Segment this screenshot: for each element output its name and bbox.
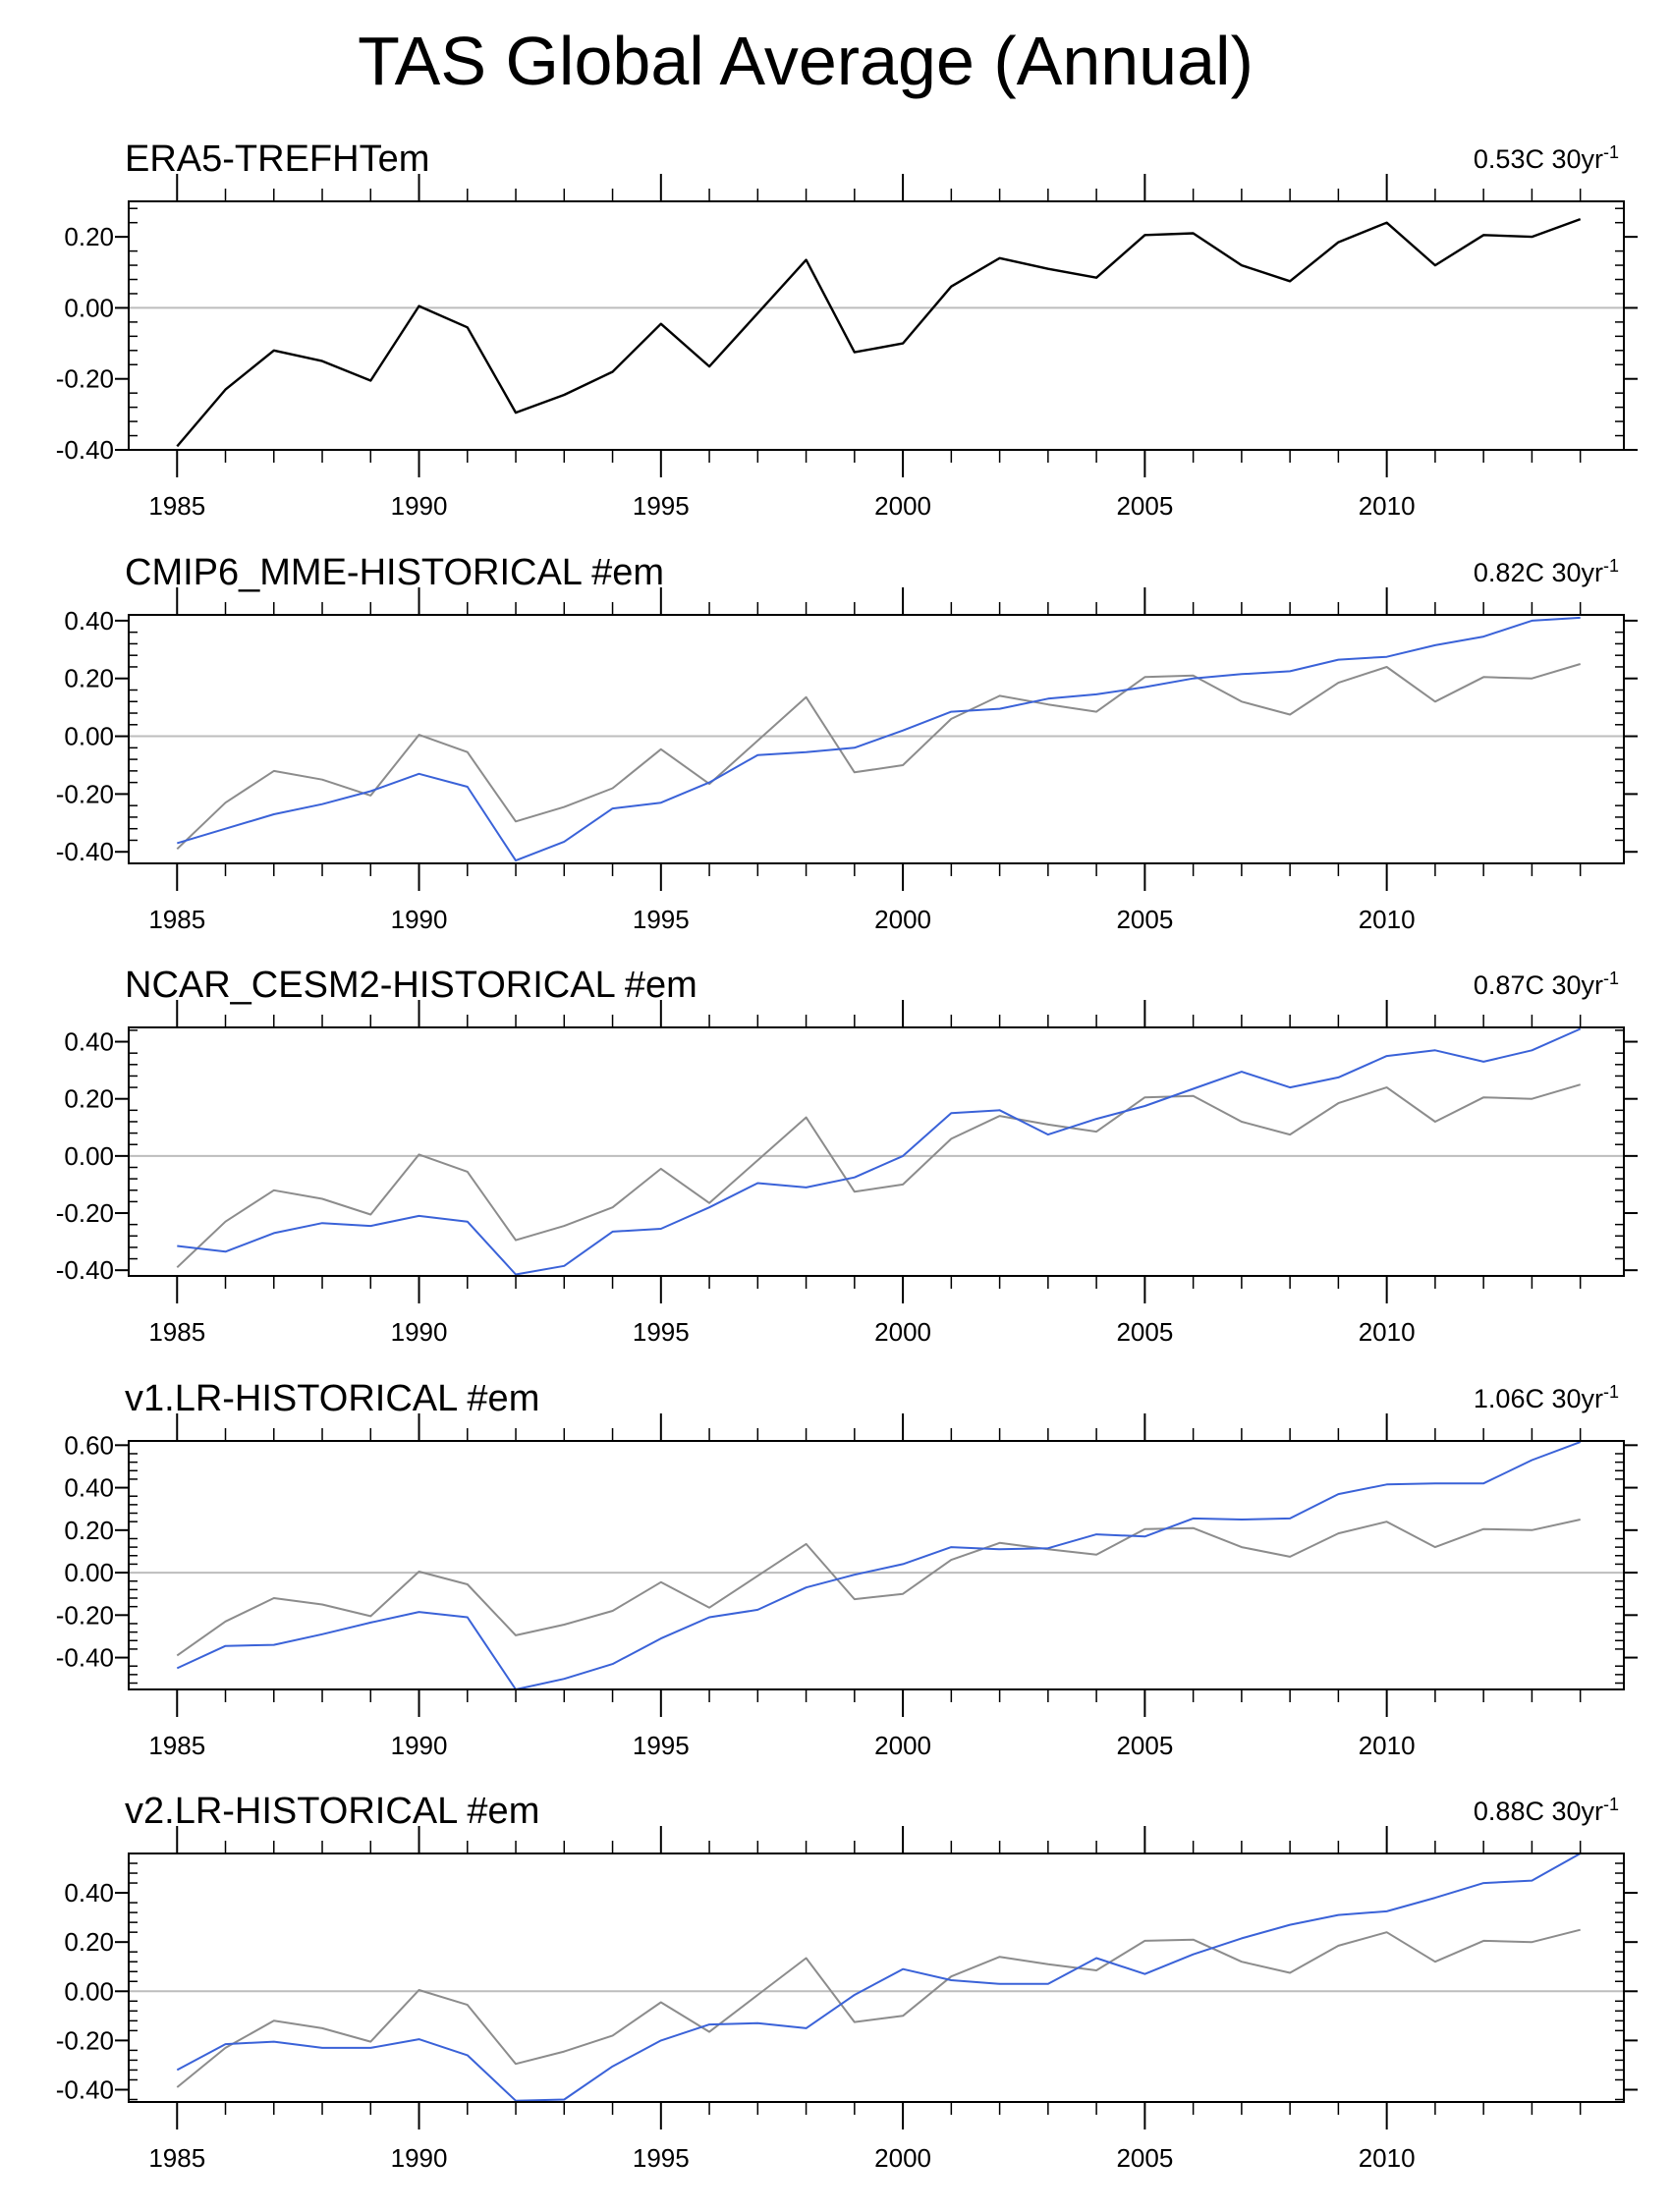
panel-4: v1.LR-HISTORICAL #em 1.06C 30yr-1 -0.40 -0.… bbox=[56, 1378, 1638, 1760]
series-line-model bbox=[177, 1027, 1582, 1276]
series-line-model bbox=[176, 1853, 1582, 2102]
trend-label: 0.88C 30yr-1 bbox=[1474, 1795, 1619, 1826]
panel-1: ERA5-TREFHTem 0.53C 30yr-1 -0.40 -0.20 0.00 0… bbox=[56, 138, 1638, 521]
x-tick-label: 1990 bbox=[391, 1317, 448, 1347]
panel-title: CMIP6_MME-HISTORICAL #em bbox=[125, 552, 664, 593]
x-tick-label: 2010 bbox=[1359, 1731, 1416, 1760]
x-tick-label: 2010 bbox=[1359, 2143, 1416, 2173]
y-tick-label: -0.20 bbox=[56, 1600, 114, 1630]
x-tick-label: 1985 bbox=[148, 1317, 205, 1347]
y-tick-label: -0.20 bbox=[56, 2025, 114, 2055]
y-tick-label: 0.20 bbox=[64, 1927, 114, 1957]
y-tick-label: -0.40 bbox=[56, 1255, 114, 1285]
trend-exponent: -1 bbox=[1603, 556, 1619, 576]
x-tick-label: 2000 bbox=[874, 905, 931, 934]
trend-exponent: -1 bbox=[1603, 1795, 1619, 1814]
y-tick-label: -0.40 bbox=[56, 2074, 114, 2104]
y-tick-label: 0.20 bbox=[64, 1516, 114, 1545]
y-tick-label: -0.40 bbox=[56, 837, 114, 866]
x-tick-label: 1995 bbox=[633, 1731, 690, 1760]
x-tick-label: 1990 bbox=[391, 491, 448, 521]
panel-title: ERA5-TREFHTem bbox=[125, 138, 429, 180]
x-tick-label: 2010 bbox=[1359, 1317, 1416, 1347]
x-tick-label: 1995 bbox=[633, 491, 690, 521]
x-tick-label: 2005 bbox=[1116, 1317, 1173, 1347]
x-tick-label: 1990 bbox=[391, 1731, 448, 1760]
panel-title: v2.LR-HISTORICAL #em bbox=[125, 1791, 539, 1832]
plot-frame bbox=[128, 1440, 1625, 1690]
x-tick-label: 2000 bbox=[874, 2143, 931, 2173]
x-tick-label: 2000 bbox=[874, 1317, 931, 1347]
panels: ERA5-TREFHTem 0.53C 30yr-1 -0.40 -0.20 0.00 0… bbox=[56, 138, 1638, 2173]
panel-2: CMIP6_MME-HISTORICAL #em 0.82C 30yr-1 -0.4… bbox=[56, 552, 1638, 934]
figure-title: TAS Global Average (Annual) bbox=[358, 23, 1254, 99]
x-tick-label: 2010 bbox=[1359, 905, 1416, 934]
x-tick-label: 1990 bbox=[391, 2143, 448, 2173]
x-tick-label: 2000 bbox=[874, 491, 931, 521]
x-tick-label: 2000 bbox=[874, 1731, 931, 1760]
y-tick-label: 0.20 bbox=[64, 222, 114, 251]
trend-exponent: -1 bbox=[1603, 1382, 1619, 1402]
series-line-model bbox=[176, 1441, 1582, 1690]
panel-3: NCAR_CESM2-HISTORICAL #em 0.87C 30yr-1 -0.… bbox=[56, 965, 1638, 1347]
series-line-reference bbox=[176, 1519, 1581, 1657]
y-tick-label: 0.60 bbox=[64, 1430, 114, 1460]
y-tick-label: 0.00 bbox=[64, 1558, 114, 1587]
y-tick-label: 0.40 bbox=[64, 1027, 114, 1057]
x-tick-label: 2005 bbox=[1116, 2143, 1173, 2173]
trend-label: 0.53C 30yr-1 bbox=[1474, 142, 1619, 174]
series-line-reference bbox=[176, 1928, 1581, 2088]
x-tick-label: 1985 bbox=[148, 905, 205, 934]
x-tick-label: 1985 bbox=[148, 1731, 205, 1760]
y-tick-label: -0.20 bbox=[56, 1198, 114, 1228]
x-tick-label: 1995 bbox=[633, 2143, 690, 2173]
trend-label: 0.82C 30yr-1 bbox=[1474, 556, 1619, 587]
y-tick-label: 0.00 bbox=[64, 722, 114, 751]
y-tick-label: -0.20 bbox=[56, 779, 114, 808]
x-tick-label: 2005 bbox=[1116, 1731, 1173, 1760]
x-tick-label: 1995 bbox=[633, 905, 690, 934]
trend-label: 0.87C 30yr-1 bbox=[1474, 968, 1619, 1000]
y-tick-label: 0.00 bbox=[64, 293, 114, 322]
trend-label: 1.06C 30yr-1 bbox=[1474, 1382, 1619, 1413]
x-tick-label: 1995 bbox=[633, 1317, 690, 1347]
x-tick-label: 1985 bbox=[148, 491, 205, 521]
trend-exponent: -1 bbox=[1603, 968, 1619, 988]
panel-title: NCAR_CESM2-HISTORICAL #em bbox=[125, 965, 697, 1006]
plot-frame bbox=[128, 614, 1625, 864]
plot-frame bbox=[128, 1026, 1625, 1277]
x-tick-label: 2005 bbox=[1116, 491, 1173, 521]
y-tick-label: 0.40 bbox=[64, 1473, 114, 1503]
x-tick-label: 2005 bbox=[1116, 905, 1173, 934]
trend-exponent: -1 bbox=[1603, 142, 1619, 162]
y-tick-label: 0.00 bbox=[64, 1976, 114, 2006]
x-tick-label: 1990 bbox=[391, 905, 448, 934]
series-line-observed bbox=[176, 217, 1582, 448]
y-tick-label: 0.20 bbox=[64, 664, 114, 693]
panel-title: v1.LR-HISTORICAL #em bbox=[125, 1378, 539, 1419]
series-line-reference bbox=[176, 663, 1581, 851]
x-tick-label: 2010 bbox=[1359, 491, 1416, 521]
y-tick-label: -0.40 bbox=[56, 1643, 114, 1673]
y-tick-label: -0.20 bbox=[56, 364, 114, 394]
y-tick-label: 0.40 bbox=[64, 1878, 114, 1908]
plot-frame bbox=[128, 1853, 1625, 2103]
x-tick-label: 1985 bbox=[148, 2143, 205, 2173]
y-tick-label: 0.40 bbox=[64, 606, 114, 636]
series-line-model bbox=[177, 616, 1581, 862]
panel-5: v2.LR-HISTORICAL #em 0.88C 30yr-1 -0.40 -0.… bbox=[56, 1791, 1638, 2173]
series-line-reference bbox=[176, 1083, 1581, 1269]
plot-frame bbox=[128, 200, 1625, 451]
y-tick-label: 0.20 bbox=[64, 1084, 114, 1114]
y-tick-label: 0.00 bbox=[64, 1141, 114, 1171]
y-tick-label: -0.40 bbox=[56, 435, 114, 465]
